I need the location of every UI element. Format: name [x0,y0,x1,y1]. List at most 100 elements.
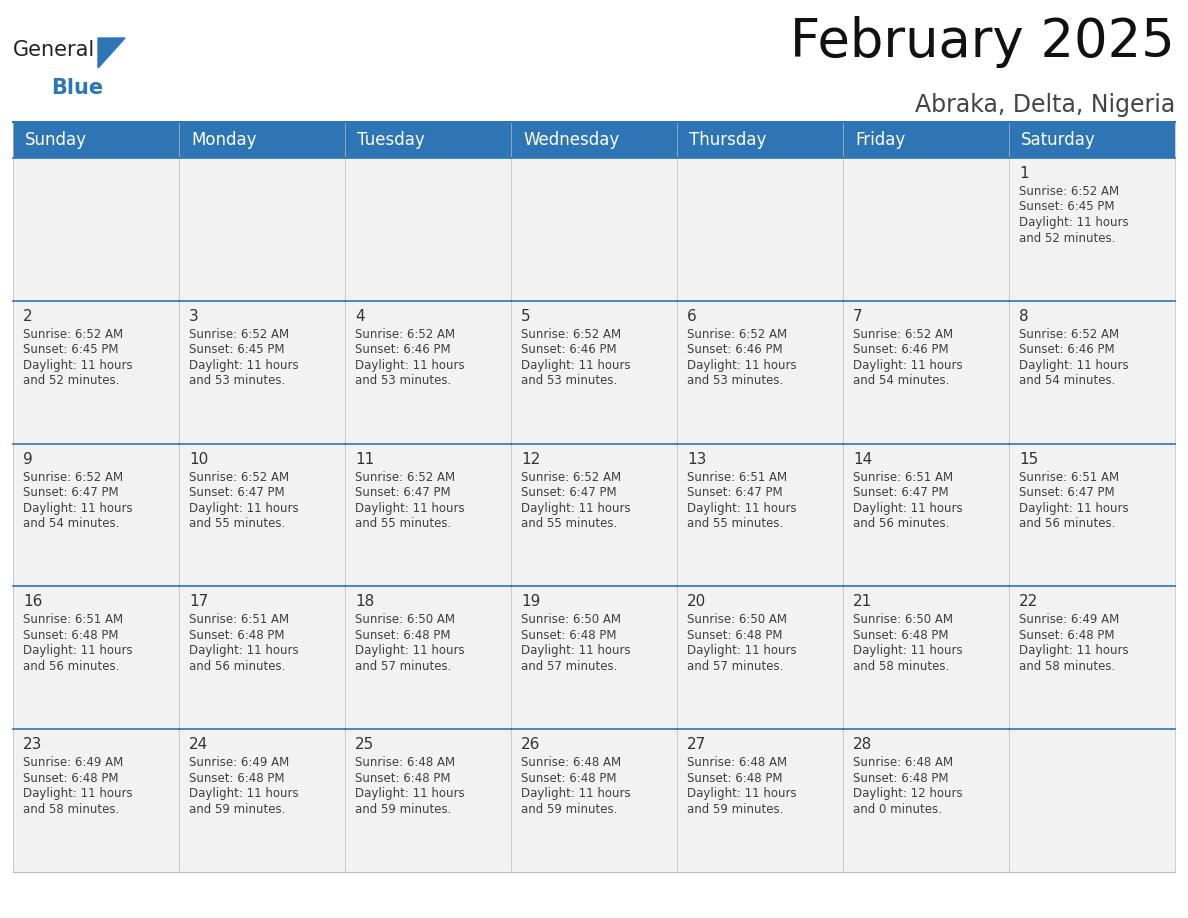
Text: and 57 minutes.: and 57 minutes. [355,660,451,673]
Text: Sunset: 6:48 PM: Sunset: 6:48 PM [189,629,284,642]
Text: 7: 7 [853,308,862,324]
Text: Sunset: 6:48 PM: Sunset: 6:48 PM [687,772,783,785]
Text: February 2025: February 2025 [790,16,1175,68]
Bar [677,443,843,587]
Text: Sunset: 6:48 PM: Sunset: 6:48 PM [522,629,617,642]
Bar [677,158,843,301]
Text: Sunrise: 6:52 AM: Sunrise: 6:52 AM [355,471,455,484]
Bar [843,158,1009,301]
Bar [179,122,345,158]
Text: and 58 minutes.: and 58 minutes. [1019,660,1116,673]
Text: Thursday: Thursday [689,131,766,149]
Text: 25: 25 [355,737,374,752]
Text: Sunrise: 6:50 AM: Sunrise: 6:50 AM [522,613,621,626]
Bar [843,729,1009,872]
Text: Daylight: 11 hours: Daylight: 11 hours [522,644,631,657]
Text: Daylight: 11 hours: Daylight: 11 hours [355,359,465,372]
Bar [843,587,1009,729]
Text: Sunset: 6:47 PM: Sunset: 6:47 PM [853,487,949,499]
Polygon shape [97,38,125,68]
Text: and 56 minutes.: and 56 minutes. [853,517,949,530]
Text: Sunrise: 6:52 AM: Sunrise: 6:52 AM [355,328,455,341]
Text: Daylight: 11 hours: Daylight: 11 hours [1019,644,1129,657]
Text: Sunrise: 6:51 AM: Sunrise: 6:51 AM [189,613,289,626]
Text: and 54 minutes.: and 54 minutes. [1019,375,1116,387]
Text: Sunset: 6:47 PM: Sunset: 6:47 PM [23,487,119,499]
Text: 8: 8 [1019,308,1029,324]
Text: 5: 5 [522,308,531,324]
Text: General: General [13,40,95,60]
Text: and 59 minutes.: and 59 minutes. [355,802,451,816]
Bar [13,443,179,587]
Text: and 0 minutes.: and 0 minutes. [853,802,942,816]
Bar [179,587,345,729]
Text: Sunrise: 6:52 AM: Sunrise: 6:52 AM [189,471,289,484]
Text: Sunrise: 6:50 AM: Sunrise: 6:50 AM [687,613,786,626]
Text: Daylight: 11 hours: Daylight: 11 hours [23,788,133,800]
Text: and 53 minutes.: and 53 minutes. [687,375,783,387]
Text: Sunset: 6:46 PM: Sunset: 6:46 PM [687,343,783,356]
Bar [677,729,843,872]
Bar [511,301,677,443]
Text: Sunset: 6:48 PM: Sunset: 6:48 PM [522,772,617,785]
Bar [511,587,677,729]
Text: Daylight: 11 hours: Daylight: 11 hours [853,501,962,515]
Text: and 57 minutes.: and 57 minutes. [687,660,783,673]
Text: Daylight: 11 hours: Daylight: 11 hours [355,501,465,515]
Text: and 53 minutes.: and 53 minutes. [522,375,618,387]
Text: 4: 4 [355,308,365,324]
Text: Sunset: 6:48 PM: Sunset: 6:48 PM [1019,629,1114,642]
Text: Daylight: 11 hours: Daylight: 11 hours [189,788,298,800]
Bar [345,587,511,729]
Bar [179,158,345,301]
Text: 26: 26 [522,737,541,752]
Text: and 52 minutes.: and 52 minutes. [23,375,119,387]
Text: 17: 17 [189,594,208,610]
Text: Saturday: Saturday [1020,131,1095,149]
Bar [843,301,1009,443]
Text: Sunset: 6:48 PM: Sunset: 6:48 PM [355,772,450,785]
Text: Sunset: 6:45 PM: Sunset: 6:45 PM [1019,200,1114,214]
Bar [1009,587,1175,729]
Text: Sunrise: 6:51 AM: Sunrise: 6:51 AM [687,471,788,484]
Text: and 56 minutes.: and 56 minutes. [189,660,285,673]
Text: Sunset: 6:48 PM: Sunset: 6:48 PM [23,629,119,642]
Text: Sunrise: 6:50 AM: Sunrise: 6:50 AM [853,613,953,626]
Text: and 54 minutes.: and 54 minutes. [853,375,949,387]
Text: 13: 13 [687,452,707,466]
Bar [677,301,843,443]
Text: 1: 1 [1019,166,1029,181]
Bar [13,729,179,872]
Text: 22: 22 [1019,594,1038,610]
Text: Daylight: 11 hours: Daylight: 11 hours [23,644,133,657]
Bar [843,443,1009,587]
Text: Sunrise: 6:52 AM: Sunrise: 6:52 AM [522,471,621,484]
Text: Daylight: 12 hours: Daylight: 12 hours [853,788,962,800]
Text: Daylight: 11 hours: Daylight: 11 hours [687,644,797,657]
Text: Daylight: 11 hours: Daylight: 11 hours [522,788,631,800]
Bar [13,587,179,729]
Text: Sunset: 6:46 PM: Sunset: 6:46 PM [355,343,450,356]
Bar [13,301,179,443]
Text: and 54 minutes.: and 54 minutes. [23,517,119,530]
Text: and 53 minutes.: and 53 minutes. [355,375,451,387]
Text: Daylight: 11 hours: Daylight: 11 hours [355,644,465,657]
Bar [1009,729,1175,872]
Text: and 55 minutes.: and 55 minutes. [355,517,451,530]
Text: Daylight: 11 hours: Daylight: 11 hours [189,501,298,515]
Text: and 56 minutes.: and 56 minutes. [23,660,119,673]
Text: Sunset: 6:48 PM: Sunset: 6:48 PM [853,772,948,785]
Text: Daylight: 11 hours: Daylight: 11 hours [23,359,133,372]
Text: 2: 2 [23,308,32,324]
Text: 15: 15 [1019,452,1038,466]
Text: Sunday: Sunday [25,131,87,149]
Text: 28: 28 [853,737,872,752]
Text: 12: 12 [522,452,541,466]
Text: 24: 24 [189,737,208,752]
Text: Sunset: 6:48 PM: Sunset: 6:48 PM [355,629,450,642]
Bar [511,443,677,587]
Text: and 56 minutes.: and 56 minutes. [1019,517,1116,530]
Text: Sunset: 6:47 PM: Sunset: 6:47 PM [687,487,783,499]
Text: Daylight: 11 hours: Daylight: 11 hours [853,644,962,657]
Text: Sunrise: 6:48 AM: Sunrise: 6:48 AM [522,756,621,769]
